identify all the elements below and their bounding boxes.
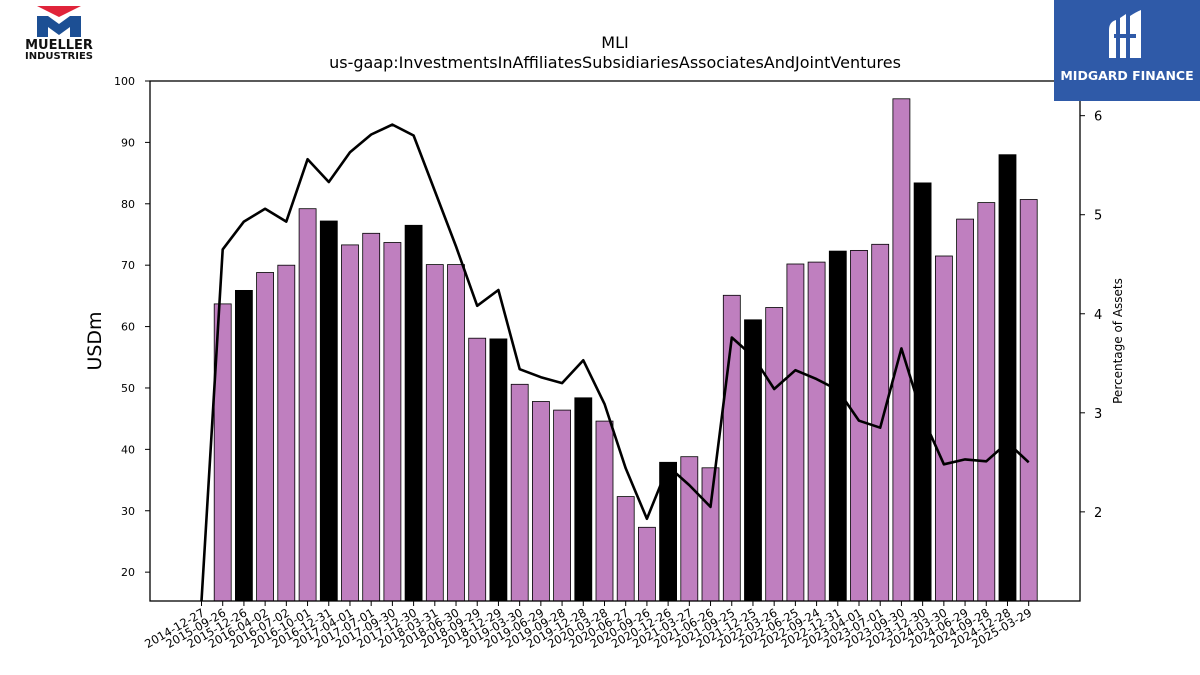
publisher-name: MIDGARD FINANCE	[1060, 68, 1194, 83]
bar-2021-06-26	[701, 467, 720, 602]
bar-2023-07-01	[871, 243, 890, 602]
bar-2019-12-28	[574, 397, 593, 602]
x-axis-ticks: 2014-12-272015-09-262015-12-262016-04-02…	[142, 601, 1034, 651]
bar-2017-12-30	[404, 224, 423, 602]
bar-2016-12-31	[319, 220, 338, 602]
left-axis-ticks: 20 30 40 50 60 70 80 90 100	[114, 75, 150, 579]
logo-m-mark-icon	[37, 16, 81, 37]
y-tick-label: 40	[121, 443, 135, 456]
y-tick-label: 30	[121, 505, 135, 518]
bar-2017-07-01	[362, 232, 381, 602]
bar-2018-09-29	[468, 337, 487, 602]
bar-2024-06-29	[956, 218, 974, 602]
bar-2020-03-28	[595, 420, 614, 602]
right-axis-ticks: 2 3 4 5 6	[1080, 110, 1102, 521]
bar-2024-03-30	[935, 255, 953, 602]
y2-tick-label: 3	[1094, 407, 1102, 422]
bar-2023-12-30	[913, 182, 932, 602]
y-tick-label: 50	[121, 382, 135, 395]
y-tick-label: 70	[121, 259, 135, 272]
publisher-logo: MIDGARD FINANCE	[1054, 0, 1200, 101]
bar-2016-04-02	[256, 272, 275, 602]
bar-2022-06-25	[786, 263, 805, 602]
bar-2017-04-01	[341, 244, 359, 602]
bar-series	[213, 98, 1038, 602]
bar-2024-12-28	[998, 154, 1017, 602]
y2-tick-label: 4	[1094, 308, 1102, 323]
percentage-line	[200, 123, 1030, 602]
mueller-logo	[18, 6, 102, 66]
y2-tick-label: 6	[1094, 110, 1102, 125]
bar-2018-06-30	[447, 264, 465, 602]
bar-2016-10-01	[298, 208, 317, 602]
bar-2015-12-26	[234, 289, 253, 602]
bar-2020-09-26	[638, 526, 656, 602]
bar-2018-03-31	[425, 264, 444, 602]
logo-red-chevron-icon	[37, 6, 81, 17]
bar-2022-12-31	[828, 250, 847, 602]
bar-2016-07-02	[277, 264, 296, 602]
line-series	[200, 123, 1030, 602]
bar-2021-12-25	[744, 319, 762, 602]
bar-2017-09-30	[383, 242, 402, 602]
bar-2018-12-29	[489, 338, 508, 602]
bar-2025-03-29	[1019, 199, 1038, 602]
bar-2020-06-27	[616, 496, 635, 602]
y-tick-label: 80	[121, 198, 135, 211]
company-name: MUELLER	[25, 38, 93, 53]
publisher-mark-left-icon	[1109, 20, 1116, 58]
bar-2022-03-26	[765, 307, 784, 602]
y-tick-label: 100	[114, 75, 135, 88]
bar-2024-09-28	[977, 202, 996, 602]
y2-axis-label: Percentage of Assets	[1111, 278, 1125, 404]
plot-frame	[149, 80, 1081, 602]
chart-title: MLI	[601, 33, 628, 52]
bar-2022-09-24	[807, 261, 826, 602]
company-name-sub: INDUSTRIES	[25, 51, 93, 62]
y-tick-label: 60	[121, 321, 135, 334]
y2-tick-label: 5	[1094, 209, 1102, 224]
bar-2019-06-29	[532, 401, 550, 602]
y-axis-label: USDm	[84, 311, 106, 370]
bar-2019-09-28	[553, 409, 571, 602]
y2-tick-label: 2	[1094, 506, 1102, 521]
bar-2023-04-01	[850, 249, 868, 602]
chart-subtitle: us-gaap:InvestmentsInAffiliatesSubsidiar…	[329, 53, 901, 72]
y-tick-label: 90	[121, 136, 135, 149]
bar-2019-03-30	[510, 383, 529, 602]
y-tick-label: 20	[121, 566, 135, 579]
